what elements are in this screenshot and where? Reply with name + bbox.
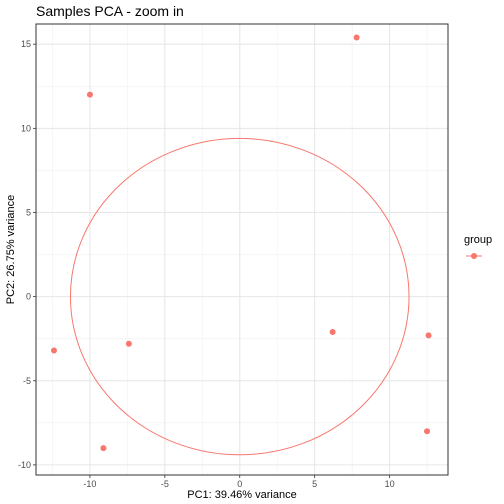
data-point bbox=[353, 34, 360, 41]
x-tick-label: 5 bbox=[312, 479, 317, 489]
data-point bbox=[425, 332, 432, 339]
major-grid bbox=[36, 24, 448, 475]
plot-panel bbox=[35, 23, 449, 476]
y-axis-title: PC2: 26.75% variance bbox=[5, 195, 17, 304]
x-axis-title: PC1: 39.46% variance bbox=[187, 489, 296, 501]
data-point bbox=[125, 340, 132, 347]
y-tick-label: 5 bbox=[26, 207, 31, 217]
panel-border bbox=[35, 23, 449, 476]
y-tick-label: 15 bbox=[21, 39, 31, 49]
legend: group bbox=[464, 234, 492, 259]
x-tick-label: -5 bbox=[161, 479, 169, 489]
panel-background bbox=[36, 24, 448, 475]
minor-grid bbox=[36, 24, 448, 475]
data-points bbox=[50, 34, 432, 452]
data-point bbox=[424, 428, 431, 435]
x-tick-label: 10 bbox=[385, 479, 395, 489]
y-tick-label: -5 bbox=[23, 376, 31, 386]
data-point bbox=[100, 445, 107, 452]
data-point bbox=[50, 347, 57, 354]
data-point bbox=[329, 328, 336, 335]
y-tick-label: -10 bbox=[18, 460, 31, 470]
y-axis-ticks: -10 -5 0 5 10 15 bbox=[18, 39, 36, 470]
x-axis-ticks: -10 -5 0 5 10 bbox=[83, 475, 395, 489]
data-point bbox=[86, 91, 93, 98]
x-tick-label: -10 bbox=[83, 479, 96, 489]
legend-key-point bbox=[471, 253, 477, 259]
confidence-ellipse bbox=[69, 137, 410, 456]
x-tick-label: 0 bbox=[237, 479, 242, 489]
y-tick-label: 0 bbox=[26, 292, 31, 302]
y-tick-label: 10 bbox=[21, 123, 31, 133]
chart-title: Samples PCA - zoom in bbox=[36, 3, 184, 19]
legend-title: group bbox=[464, 234, 492, 246]
